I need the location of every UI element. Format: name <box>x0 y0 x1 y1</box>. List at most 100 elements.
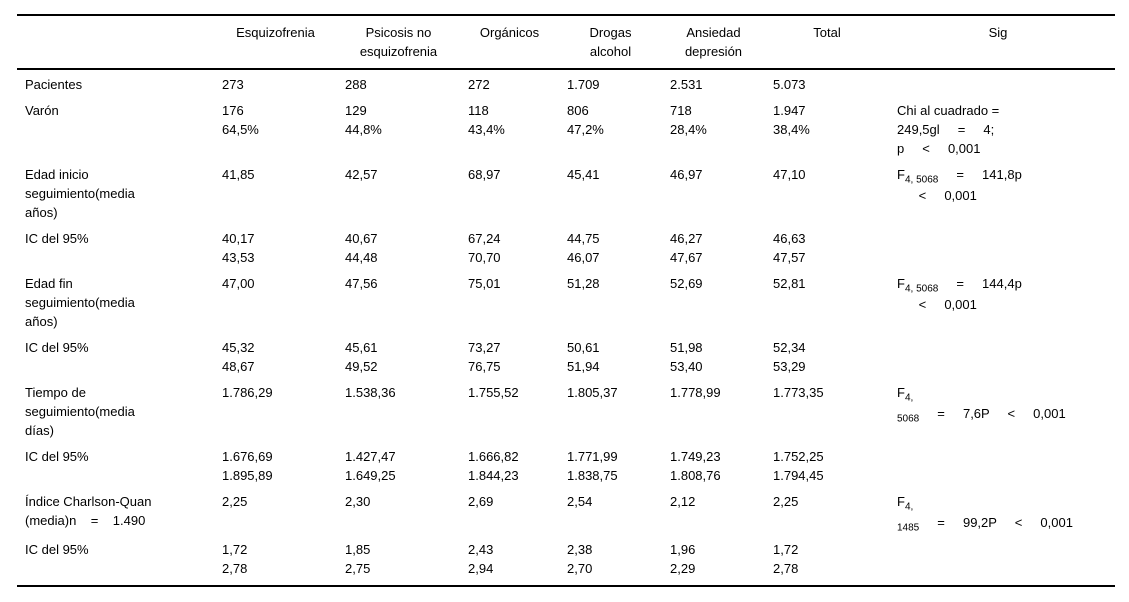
sig-text: Chi al cuadrado = <box>897 103 1000 118</box>
cell-value: 40,67 44,48 <box>345 229 468 274</box>
cell-value-line: 2.531 <box>670 77 703 92</box>
cell-value-line: 1.805,37 <box>567 385 618 400</box>
cell-value: 2,25 <box>222 492 345 540</box>
cell-value-line: 44,48 <box>345 250 378 265</box>
cell-value-line: 45,61 <box>345 340 378 355</box>
column-header-ansiedad-depresion: Ansiedad depresión <box>670 15 773 70</box>
cell-value-line: 1.786,29 <box>222 385 273 400</box>
table-row: IC del 95% 1,72 2,78 1,85 2,75 2,43 2,94 2,38 2,… <box>17 540 1115 586</box>
cell-value: 1.749,23 1.808,76 <box>670 447 773 492</box>
cell-value: 51,98 53,40 <box>670 338 773 383</box>
sig-subscript: 4, 5068 <box>904 174 939 186</box>
cell-value-line: 44,75 <box>567 231 600 246</box>
cell-value: 2,25 <box>773 492 897 540</box>
cell-value: 2,43 2,94 <box>468 540 567 586</box>
cell-value-line: 2,69 <box>468 494 494 509</box>
cell-value-line: 2,43 <box>468 542 494 558</box>
cell-value-line: 2,30 <box>345 494 371 509</box>
cell-sig <box>897 229 1115 274</box>
cell-value: 1.752,25 1.794,45 <box>773 447 897 492</box>
cell-value: 1.771,99 1.838,75 <box>567 447 670 492</box>
column-header-esquizofrenia: Esquizofrenia <box>222 15 345 70</box>
cell-value-line: 47,2% <box>567 122 604 137</box>
cell-value-line: 2,70 <box>567 561 593 577</box>
cell-value: 1.709 <box>567 69 670 101</box>
cell-value-line: 1.778,99 <box>670 385 721 400</box>
cell-value: 1,72 2,78 <box>222 540 345 586</box>
cell-value: 45,32 48,67 <box>222 338 345 383</box>
cell-value: 1.666,82 1.844,23 <box>468 447 567 492</box>
cell-value-line: 1.895,89 <box>222 468 273 483</box>
row-label: Tiempo de seguimiento(media días) <box>25 385 139 438</box>
cell-value-line: 51,28 <box>567 276 600 291</box>
sig-subscript: 1485 <box>897 522 920 534</box>
cell-value-line: 1.771,99 <box>567 449 618 464</box>
cell-value-line: 2,75 <box>345 561 371 577</box>
cell-value-line: 51,94 <box>567 359 600 374</box>
cell-value-line: 176 <box>222 103 244 118</box>
cell-value-line: 47,56 <box>345 276 378 291</box>
cell-value: 47,00 <box>222 274 345 338</box>
sig-text: = 141,8p <box>938 167 1022 182</box>
column-header-total: Total <box>773 15 897 70</box>
table-row: Tiempo de seguimiento(media días) 1.786,2… <box>17 383 1115 447</box>
cell-sig: Chi al cuadrado = 249,5gl = 4; p < 0,001 <box>897 101 1115 165</box>
cell-value-line: 43,53 <box>222 250 255 265</box>
cell-value-line: 1.709 <box>567 77 600 92</box>
cell-sig: F4, 5068 = 7,6P < 0,001 <box>897 383 1115 447</box>
cell-value: 52,81 <box>773 274 897 338</box>
cell-sig: F4, 5068 = 144,4p < 0,001 <box>897 274 1115 338</box>
cell-value: 1,72 2,78 <box>773 540 897 586</box>
cell-value: 1.773,35 <box>773 383 897 447</box>
cell-value-line: 1,85 <box>345 542 371 558</box>
cell-value-line: 46,27 <box>670 231 703 246</box>
sig-line: F4, 5068 = 141,8p <box>897 165 1109 186</box>
cell-value-line: 1.947 <box>773 103 806 118</box>
cell-value: 272 <box>468 69 567 101</box>
cell-value-line: 1.844,23 <box>468 468 519 483</box>
sig-line: 5068 = 7,6P < 0,001 <box>897 404 1109 425</box>
cell-value-line: 40,17 <box>222 231 255 246</box>
sig-text: F <box>897 494 905 509</box>
cell-value-line: 38,4% <box>773 122 810 137</box>
cell-value-line: 1.538,36 <box>345 385 396 400</box>
cell-value: 45,41 <box>567 165 670 229</box>
cell-value-line: 2,25 <box>773 494 799 509</box>
sig-text: F <box>897 167 905 182</box>
cell-value: 40,17 43,53 <box>222 229 345 274</box>
cell-value: 47,10 <box>773 165 897 229</box>
cell-value: 68,97 <box>468 165 567 229</box>
cell-value-line: 129 <box>345 103 367 118</box>
cell-value-line: 46,07 <box>567 250 600 265</box>
cell-value: 2,69 <box>468 492 567 540</box>
cell-value-line: 42,57 <box>345 167 378 182</box>
column-header-drogas-alcohol: Drogas alcohol <box>567 15 670 70</box>
cell-value: 176 64,5% <box>222 101 345 165</box>
cell-value-line: 1.794,45 <box>773 468 824 483</box>
cell-value-line: 1.427,47 <box>345 449 396 464</box>
table-header: Esquizofrenia Psicosis no esquizofrenia … <box>17 15 1115 70</box>
cell-value-line: 1.649,25 <box>345 468 396 483</box>
cell-value-line: 1.676,69 <box>222 449 273 464</box>
cell-value-line: 70,70 <box>468 250 501 265</box>
cell-value-line: 64,5% <box>222 122 259 137</box>
sig-line: p < 0,001 <box>897 139 1109 158</box>
cell-value-line: 48,67 <box>222 359 255 374</box>
cell-value: 46,63 47,57 <box>773 229 897 274</box>
cell-value-line: 273 <box>222 77 244 92</box>
row-label: Pacientes <box>25 77 83 92</box>
cell-value: 1.538,36 <box>345 383 468 447</box>
cell-value: 118 43,4% <box>468 101 567 165</box>
cell-value: 273 <box>222 69 345 101</box>
cell-value: 1,85 2,75 <box>345 540 468 586</box>
cell-sig <box>897 540 1115 586</box>
cell-value-line: 1.838,75 <box>567 468 618 483</box>
cell-value-line: 2,78 <box>222 561 248 577</box>
cell-value-line: 52,81 <box>773 276 806 291</box>
cell-value-line: 28,4% <box>670 122 707 137</box>
cell-value: 42,57 <box>345 165 468 229</box>
cell-value-line: 2,29 <box>670 561 696 577</box>
row-label: Edad fin seguimiento(media años) <box>25 276 139 329</box>
cell-value-line: 44,8% <box>345 122 382 137</box>
